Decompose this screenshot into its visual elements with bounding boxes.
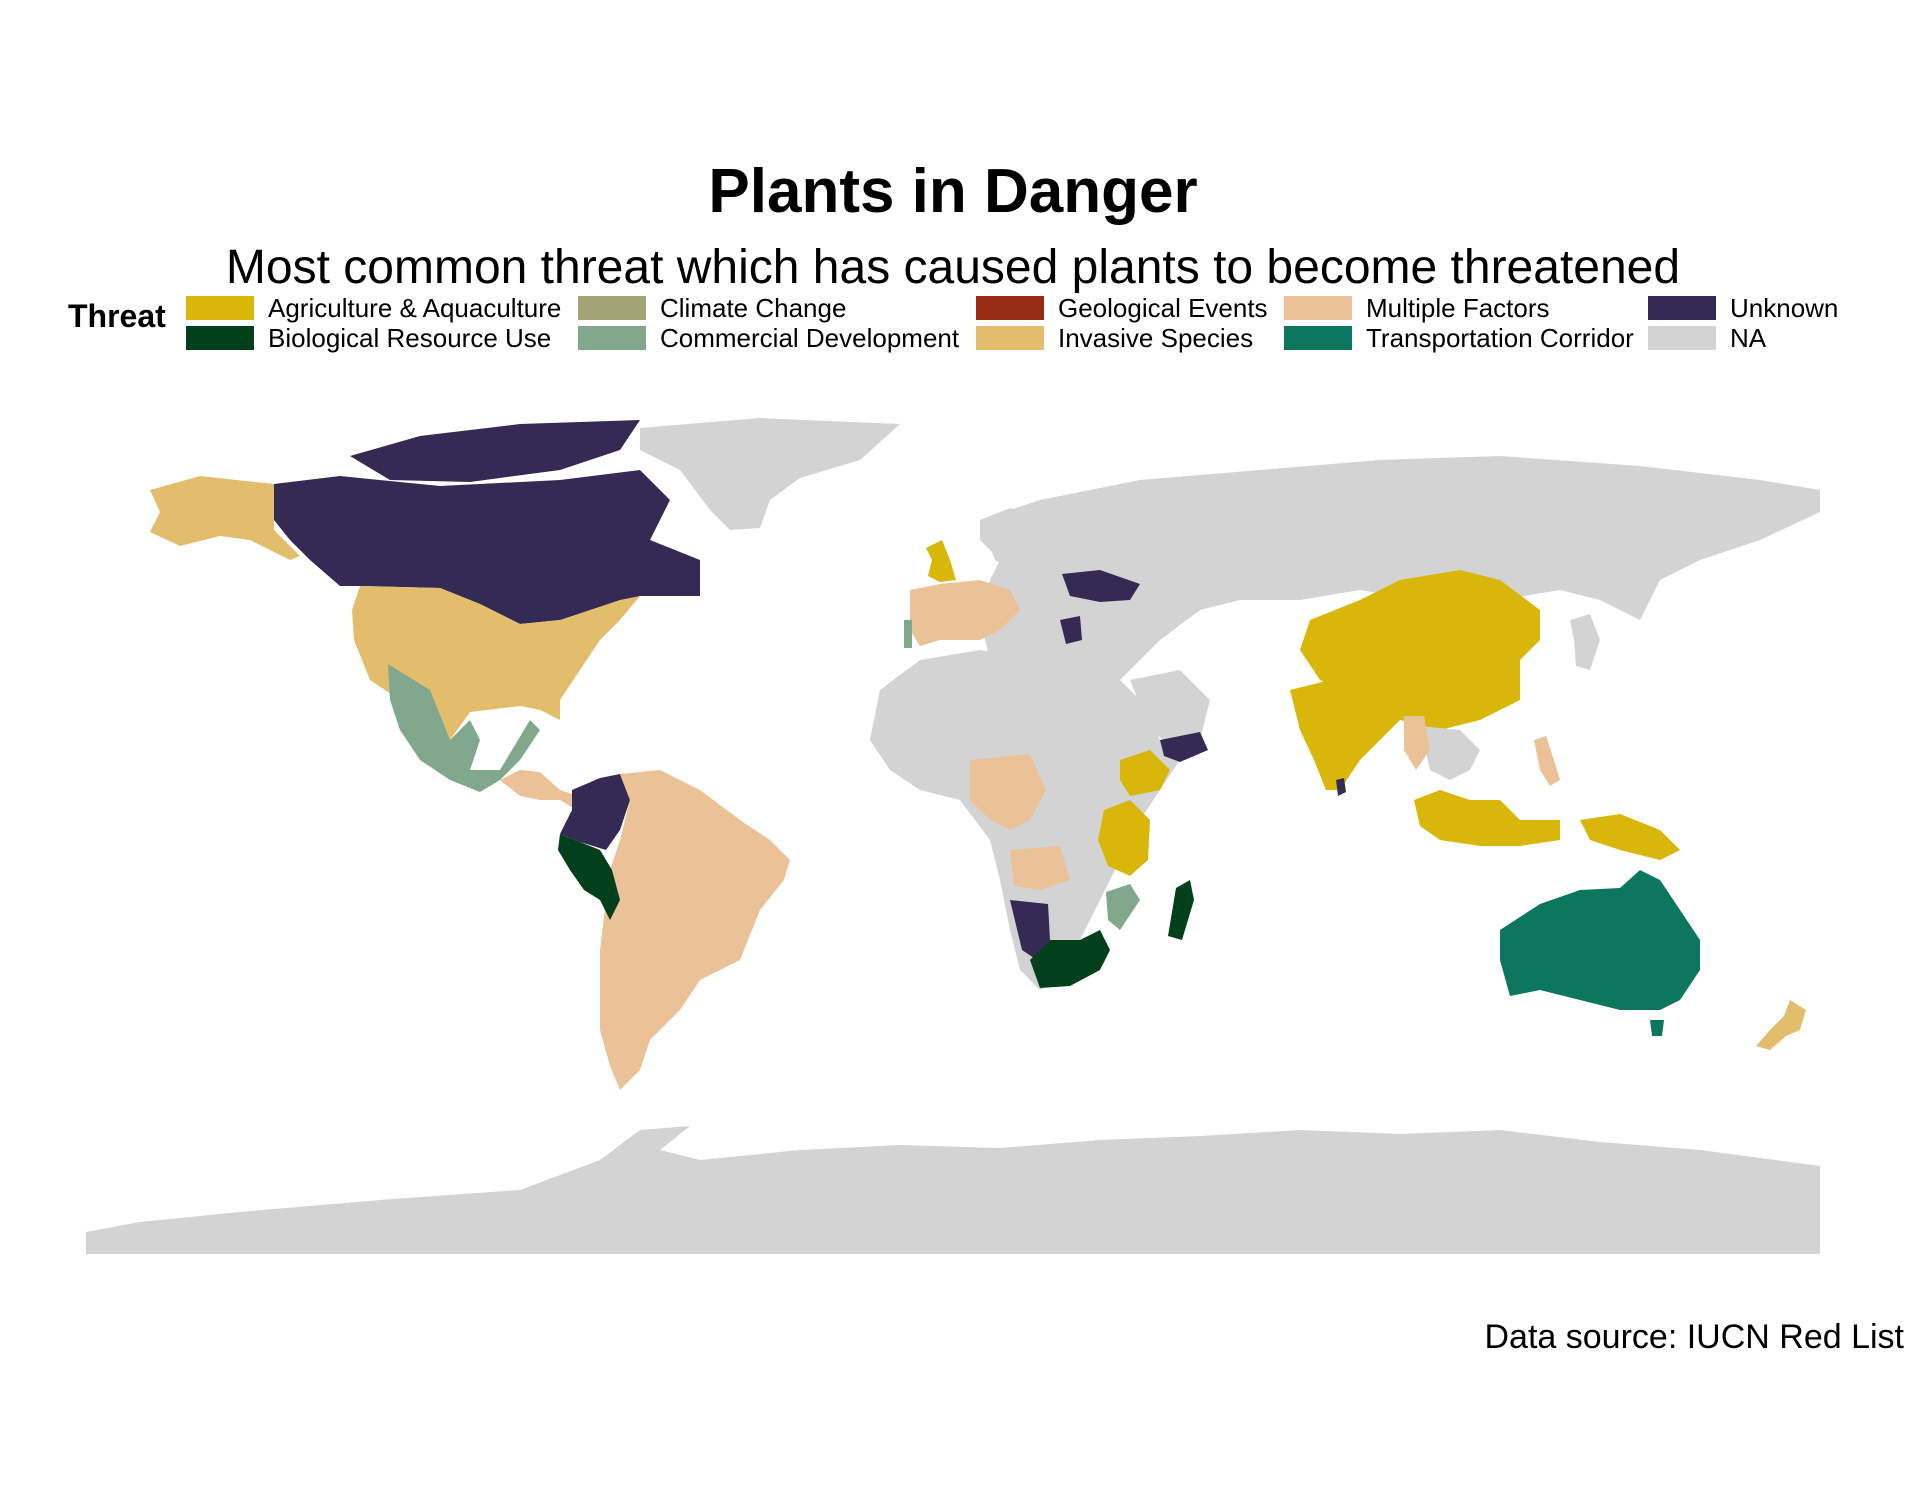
region-canada	[274, 470, 700, 624]
region-alaska	[150, 476, 300, 560]
region-australia	[1500, 870, 1700, 1010]
region-scandinavia	[980, 508, 1050, 570]
legend-label-commercial-development: Commercial Development	[660, 323, 960, 353]
legend-label-biological-resource-use: Biological Resource Use	[268, 323, 551, 353]
legend-swatch-transportation-corridor	[1284, 326, 1352, 350]
region-colombia	[560, 774, 630, 850]
region-india	[1290, 680, 1400, 790]
region-central-america	[500, 770, 590, 812]
region-mozambique	[1106, 884, 1140, 930]
region-south-america	[600, 770, 790, 1090]
region-png	[1580, 814, 1680, 860]
legend-label-na: NA	[1730, 323, 1767, 353]
legend-label-geological-events: Geological Events	[1058, 293, 1268, 323]
region-canada-arctic	[350, 420, 640, 482]
region-angola	[1010, 846, 1070, 890]
region-new-zealand	[1756, 1000, 1806, 1050]
legend-swatch-biological-resource-use	[186, 326, 254, 350]
region-congo	[970, 754, 1046, 830]
legend-label-unknown: Unknown	[1730, 293, 1838, 323]
region-namibia	[1010, 900, 1050, 962]
legend-swatch-invasive-species	[976, 326, 1044, 350]
map-subtitle: Most common threat which has caused plan…	[226, 241, 1680, 294]
legend-title: Threat	[68, 298, 166, 334]
region-yemen	[1160, 732, 1208, 762]
region-china	[1300, 570, 1540, 730]
world-map	[86, 418, 1820, 1254]
region-sri-lanka	[1336, 778, 1346, 796]
region-tasmania	[1650, 1020, 1664, 1036]
region-myanmar	[1404, 716, 1430, 770]
region-indonesia	[1414, 790, 1560, 846]
map-title: Plants in Danger	[708, 157, 1197, 226]
region-greece	[1060, 616, 1082, 644]
legend-swatch-agriculture-aquaculture	[186, 296, 254, 320]
map-caption: Data source: IUCN Red List	[1485, 1318, 1905, 1356]
region-south-africa	[1030, 930, 1110, 988]
legend-swatch-na	[1648, 326, 1716, 350]
legend-swatch-climate-change	[578, 296, 646, 320]
region-ukraine	[1062, 570, 1140, 602]
legend-label-agriculture-aquaculture: Agriculture & Aquaculture	[268, 293, 561, 323]
legend: Threat Agriculture & AquacultureBiologic…	[68, 293, 1838, 353]
legend-swatch-geological-events	[976, 296, 1044, 320]
legend-swatch-multiple-factors	[1284, 296, 1352, 320]
legend-swatch-unknown	[1648, 296, 1716, 320]
region-indochina	[1420, 726, 1480, 780]
region-madagascar	[1168, 880, 1194, 940]
region-antarctica	[86, 1126, 1820, 1254]
region-tanzania	[1098, 800, 1150, 876]
region-portugal	[904, 620, 912, 648]
legend-swatch-commercial-development	[578, 326, 646, 350]
region-mexico	[388, 664, 540, 792]
legend-label-transportation-corridor: Transportation Corridor	[1366, 323, 1634, 353]
legend-label-invasive-species: Invasive Species	[1058, 323, 1253, 353]
region-japan	[1570, 614, 1600, 670]
legend-label-climate-change: Climate Change	[660, 293, 846, 323]
legend-label-multiple-factors: Multiple Factors	[1366, 293, 1550, 323]
region-western-europe	[910, 580, 1020, 646]
region-arabia	[1130, 670, 1210, 752]
region-peru	[558, 834, 620, 920]
region-uk	[926, 540, 956, 582]
region-philippines	[1534, 736, 1560, 786]
region-greenland	[640, 418, 900, 530]
region-ethiopia	[1120, 750, 1170, 796]
